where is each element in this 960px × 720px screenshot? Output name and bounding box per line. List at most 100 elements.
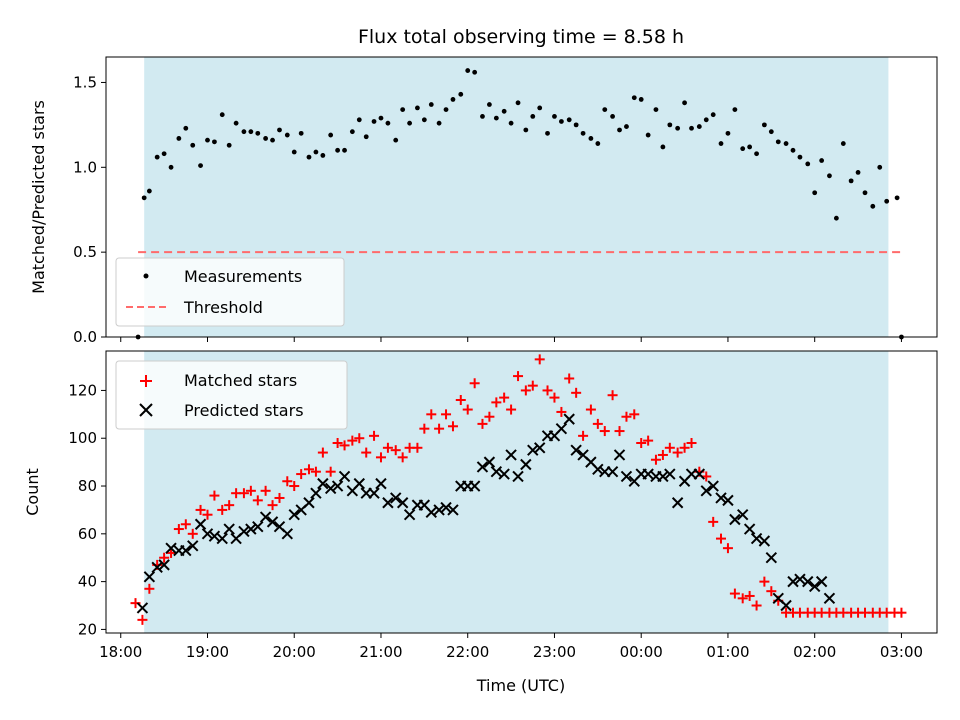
matched-star-point: [159, 552, 170, 563]
measurement-point: [255, 130, 261, 136]
predicted-star-point: [425, 506, 437, 519]
predicted-star-point: [750, 532, 763, 545]
predicted-star-point: [245, 523, 257, 535]
legend-threshold-label: Threshold: [183, 298, 263, 317]
predicted-star-point: [505, 449, 517, 461]
predicted-star-stroke-b: [772, 592, 784, 605]
matched-star-point: [317, 447, 328, 458]
predicted-star-stroke-b: [505, 449, 517, 461]
measurement-point: [653, 107, 659, 113]
matched-star-point: [708, 516, 719, 527]
matched-star-point: [643, 435, 654, 446]
predicted-star-point: [722, 494, 734, 507]
measurement-point: [588, 136, 594, 141]
predicted-star-point: [498, 468, 510, 480]
matched-star-point: [657, 449, 668, 460]
matched-star-point: [477, 418, 488, 429]
measurement-point: [870, 203, 876, 209]
predicted-star-stroke-b: [707, 480, 719, 492]
matched-star-point: [361, 447, 372, 458]
predicted-star-point: [642, 468, 654, 480]
predicted-star-stroke-b: [331, 480, 344, 492]
predicted-star-point: [613, 449, 626, 461]
measurement-point: [349, 129, 355, 135]
matched-star-point: [354, 433, 365, 444]
measurement-point: [537, 105, 543, 111]
predicted-star-stroke-b: [238, 525, 250, 538]
predicted-star-point: [216, 532, 228, 545]
measurement-point: [356, 117, 362, 123]
measurement-point: [291, 149, 297, 155]
matched-stars-points: [130, 354, 907, 625]
predicted-star-stroke-b: [693, 468, 706, 480]
measurement-point: [740, 146, 746, 152]
predicted-star-point: [331, 480, 344, 492]
matched-star-point: [369, 430, 380, 441]
predicted-star-stroke-b: [592, 463, 604, 476]
measurement-point: [595, 141, 601, 146]
measurement-point: [617, 127, 622, 133]
matched-star-point: [716, 533, 727, 544]
measurement-point: [645, 132, 651, 138]
predicted-star-point: [555, 422, 568, 435]
measurement-point: [205, 137, 210, 143]
measurement-point: [313, 149, 319, 155]
matched-star-point: [672, 447, 683, 458]
predicted-star-stroke-b: [208, 530, 221, 542]
x-tick-label: 20:00: [273, 643, 316, 661]
predicted-star-stroke-b: [136, 602, 149, 614]
predicted-star-stroke-b: [476, 461, 489, 473]
legend-measurements-marker: [143, 273, 149, 279]
predicted-star-stroke-b: [823, 592, 836, 605]
predicted-star-stroke-b: [780, 599, 792, 612]
predicted-star-stroke-b: [520, 458, 532, 471]
predicted-star-stroke-b: [613, 449, 626, 461]
matched-star-point: [679, 442, 690, 453]
measurement-point: [190, 142, 196, 148]
matched-star-point: [462, 404, 473, 415]
matched-star-point: [650, 454, 661, 465]
measurement-point: [212, 139, 217, 145]
predicted-star-stroke-b: [425, 506, 437, 519]
predicted-star-point: [570, 444, 582, 456]
predicted-star-stroke-b: [483, 456, 496, 468]
predicted-star-point: [266, 516, 279, 528]
predicted-star-point: [375, 477, 387, 490]
y-tick-label: 20: [78, 620, 97, 638]
predicted-star-point: [281, 528, 294, 540]
predicted-star-point: [390, 492, 402, 504]
predicted-star-stroke-b: [440, 501, 452, 514]
matched-star-point: [499, 392, 510, 403]
legend-matched-label: Matched stars: [184, 371, 297, 390]
predicted-star-point: [707, 480, 719, 492]
measurement-point: [385, 120, 391, 126]
matched-star-point: [722, 543, 733, 554]
matched-star-point: [549, 392, 560, 403]
legend-predicted-marker: [139, 403, 153, 417]
predicted-star-stroke-b: [288, 508, 300, 521]
predicted-star-stroke-b: [216, 532, 228, 545]
predicted-star-point: [136, 602, 149, 614]
bottom-legend: Matched stars Predicted stars: [115, 360, 348, 430]
measurement-point: [689, 125, 694, 131]
predicted-star-stroke-b: [245, 523, 257, 535]
x-tick-label: 22:00: [446, 643, 489, 661]
matched-star-point: [513, 371, 524, 382]
matched-star-point: [137, 614, 148, 625]
matched-star-point: [636, 438, 647, 449]
predicted-star-stroke-b: [671, 497, 684, 509]
measurement-point: [573, 122, 579, 128]
chart-title: Flux total observing time = 8.58 h: [358, 26, 684, 48]
predicted-star-point: [794, 573, 806, 585]
measurement-point: [458, 91, 464, 97]
measurement-point: [393, 137, 399, 143]
predicted-star-point: [815, 575, 828, 588]
predicted-star-stroke-b: [151, 561, 163, 573]
predicted-star-stroke-b: [382, 497, 394, 509]
predicted-star-point: [303, 497, 315, 509]
predicted-star-stroke-b: [180, 544, 192, 557]
measurement-point: [515, 100, 521, 106]
matched-star-point: [434, 423, 445, 434]
predicted-star-point: [288, 508, 300, 521]
measurement-point: [696, 124, 702, 129]
